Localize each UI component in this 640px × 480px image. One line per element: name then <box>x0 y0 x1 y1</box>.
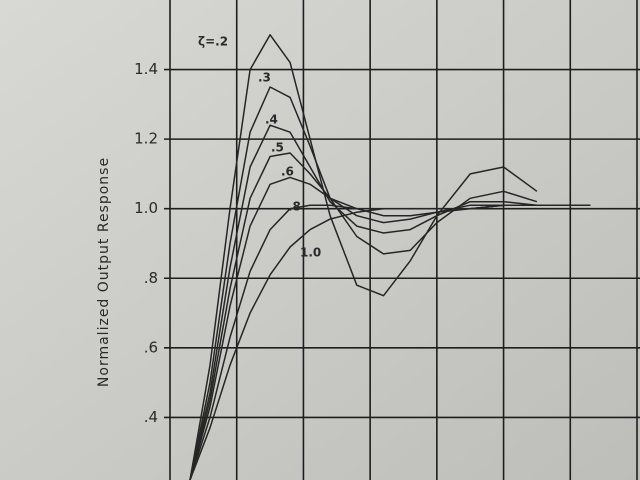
y-tick-label: .4 <box>144 408 158 426</box>
y-tick-label: 1.4 <box>134 60 158 78</box>
curve-label: .4 <box>265 113 278 127</box>
y-tick-label: .6 <box>144 338 158 356</box>
response-curve <box>189 124 591 480</box>
curve-label: ζ=.2 <box>198 35 228 49</box>
curve-label: 1.0 <box>300 246 321 260</box>
response-curve <box>189 204 591 480</box>
response-curve <box>189 34 538 480</box>
y-axis-label: Normalized Output Response <box>96 157 112 387</box>
y-tick-label: 1.2 <box>134 130 158 148</box>
curve-label: .5 <box>271 141 284 155</box>
curve-label: .6 <box>281 165 294 179</box>
curve-label: .8 <box>288 200 301 214</box>
curve-label: .3 <box>258 71 271 85</box>
y-tick-label: .8 <box>144 269 158 287</box>
y-tick-label: 1.0 <box>134 199 158 217</box>
